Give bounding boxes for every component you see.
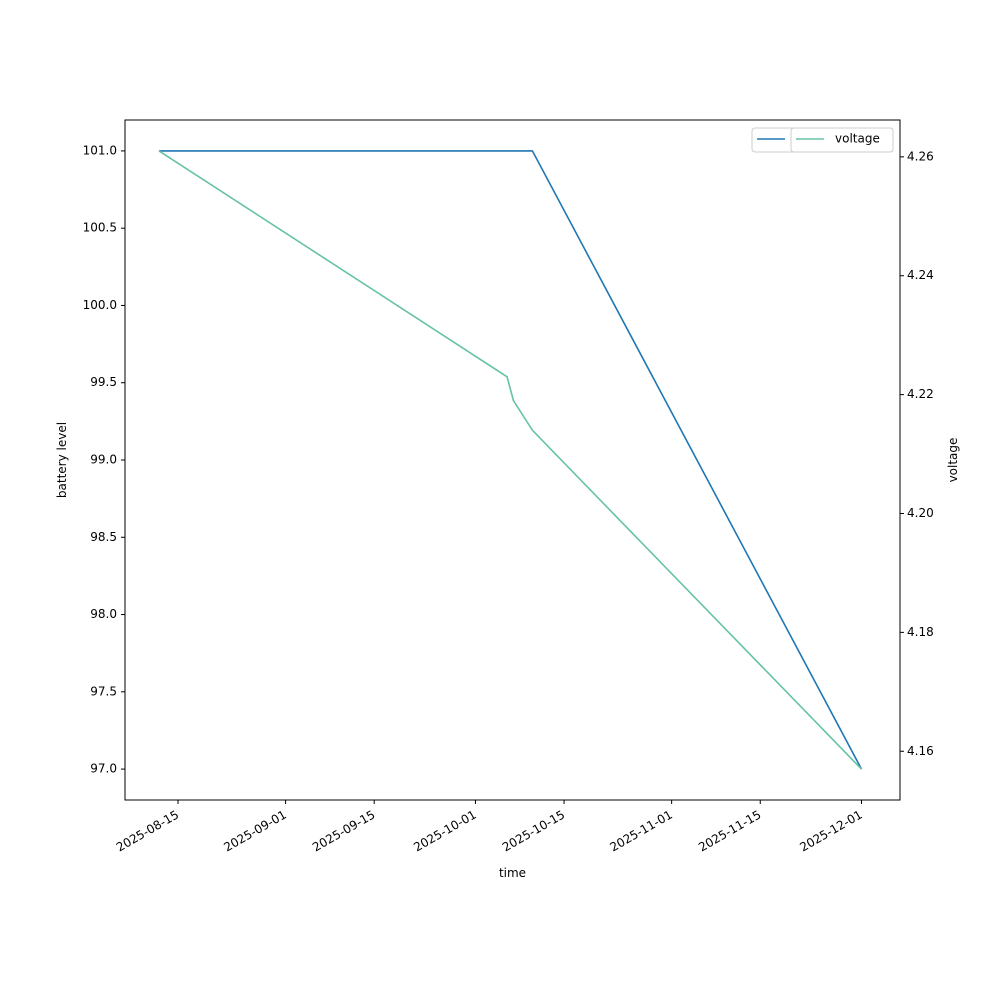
legend-box xyxy=(790,127,894,153)
y2-tick-label: 4.26 xyxy=(907,149,934,163)
y-tick-label: 97.5 xyxy=(90,684,117,698)
data-line xyxy=(158,150,863,770)
y2-tick-label: 4.24 xyxy=(907,268,934,282)
x-tick-label: 2025-11-15 xyxy=(696,808,763,855)
y-tick-label: 100.5 xyxy=(83,221,117,235)
y-tick-label: 100.0 xyxy=(83,298,117,312)
data-line xyxy=(159,150,863,770)
y2-tick-label: 4.22 xyxy=(907,387,934,401)
x-axis-label: time xyxy=(499,866,526,880)
x-tick-label: 2025-08-15 xyxy=(114,808,181,855)
y-axis-label: battery level xyxy=(55,422,69,498)
y2-tick-label: 4.20 xyxy=(907,506,934,520)
y-tick-label: 98.0 xyxy=(90,607,117,621)
x-tick-label: 2025-10-01 xyxy=(411,808,478,855)
x-tick-label: 2025-11-01 xyxy=(607,808,674,855)
legend-label: voltage xyxy=(835,132,880,146)
y-tick-label: 101.0 xyxy=(83,143,117,157)
y2-tick-label: 4.16 xyxy=(907,744,934,758)
plot-frame xyxy=(124,119,901,801)
y2-axis-label: voltage xyxy=(946,438,960,483)
x-tick-label: 2025-09-01 xyxy=(221,808,288,855)
y-tick-label: 99.5 xyxy=(90,375,117,389)
legend: voltage xyxy=(790,127,894,153)
y-tick-label: 98.5 xyxy=(90,530,117,544)
x-tick-label: 2025-09-15 xyxy=(310,808,377,855)
y-tick-label: 97.0 xyxy=(90,762,117,776)
y2-tick-label: 4.18 xyxy=(907,625,934,639)
x-tick-label: 2025-12-01 xyxy=(797,808,864,855)
y-tick-label: 99.0 xyxy=(90,453,117,467)
x-tick-label: 2025-10-15 xyxy=(500,808,567,855)
